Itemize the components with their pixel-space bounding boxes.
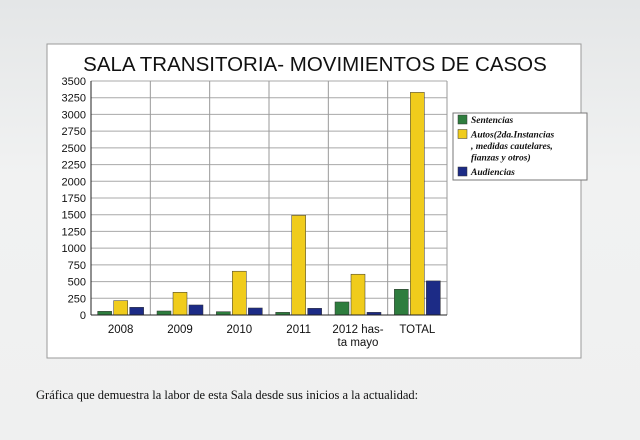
legend: Sentencias Autos(2da.Instancias, medidas … <box>452 112 588 181</box>
bar-sentencias <box>334 301 350 316</box>
legend-label-autos: Autos(2da.Instancias, medidas cautelares… <box>470 130 554 164</box>
bar-autos <box>350 273 366 316</box>
y-tick-label: 250 <box>68 293 86 305</box>
chart-title: SALA TRANSITORIA- MOVIMIENTOS DE CASOS <box>83 53 547 76</box>
bar-audiencias <box>188 304 204 316</box>
y-tick-label: 2750 <box>62 126 86 138</box>
x-tick-label: TOTAL <box>399 324 436 336</box>
y-tick-label: 750 <box>68 260 86 272</box>
legend-swatch-sentencias <box>457 114 468 125</box>
y-tick-label: 2000 <box>62 176 86 188</box>
legend-box <box>452 112 588 181</box>
y-tick-label: 3000 <box>62 109 86 121</box>
legend-swatch-audiencias <box>457 166 468 177</box>
bar-sentencias <box>394 289 409 316</box>
y-tick-label: 1750 <box>62 193 86 205</box>
bar-autos <box>172 292 188 316</box>
bar-sentencias <box>216 311 231 316</box>
y-tick-label: 1000 <box>62 243 86 255</box>
bar-autos <box>410 92 425 316</box>
y-tick-label: 1500 <box>62 210 86 222</box>
x-tick-label: 2008 <box>108 324 134 336</box>
bar-audiencias <box>307 308 322 316</box>
bar-sentencias <box>156 310 172 316</box>
x-tick-label: 2010 <box>227 324 253 336</box>
y-tick-label: 1250 <box>62 226 86 238</box>
x-tick-label: 2012 has-ta mayo <box>332 324 383 349</box>
axes: 0 250 500 750 1000 1250 1500 1750 2000 2250 2500 27… <box>62 76 447 349</box>
x-tick-label: 2009 <box>167 324 193 336</box>
bar-autos <box>232 270 247 316</box>
bars <box>97 92 441 316</box>
legend-label-sentencias: Sentencias <box>471 116 514 126</box>
y-tick-label: 0 <box>80 310 86 322</box>
bar-audiencias <box>129 307 144 316</box>
bar-audiencias <box>426 280 441 316</box>
y-tick-label: 3500 <box>62 76 86 88</box>
x-tick-label: 2011 <box>286 324 311 336</box>
bar-autos <box>113 300 128 316</box>
legend-label-audiencias: Audiencias <box>470 168 515 178</box>
chart-frame <box>46 43 582 359</box>
caption-text: Gráfica que demuestra la labor de esta S… <box>36 388 419 402</box>
legend-swatch-autos <box>457 129 468 139</box>
bar-audiencias <box>248 307 263 316</box>
y-tick-label: 3250 <box>62 93 86 105</box>
bar-autos <box>291 215 306 316</box>
y-tick-label: 2250 <box>62 160 86 172</box>
y-tick-label: 2500 <box>62 143 86 155</box>
bar-sentencias <box>97 311 112 316</box>
y-tick-label: 500 <box>68 277 86 289</box>
